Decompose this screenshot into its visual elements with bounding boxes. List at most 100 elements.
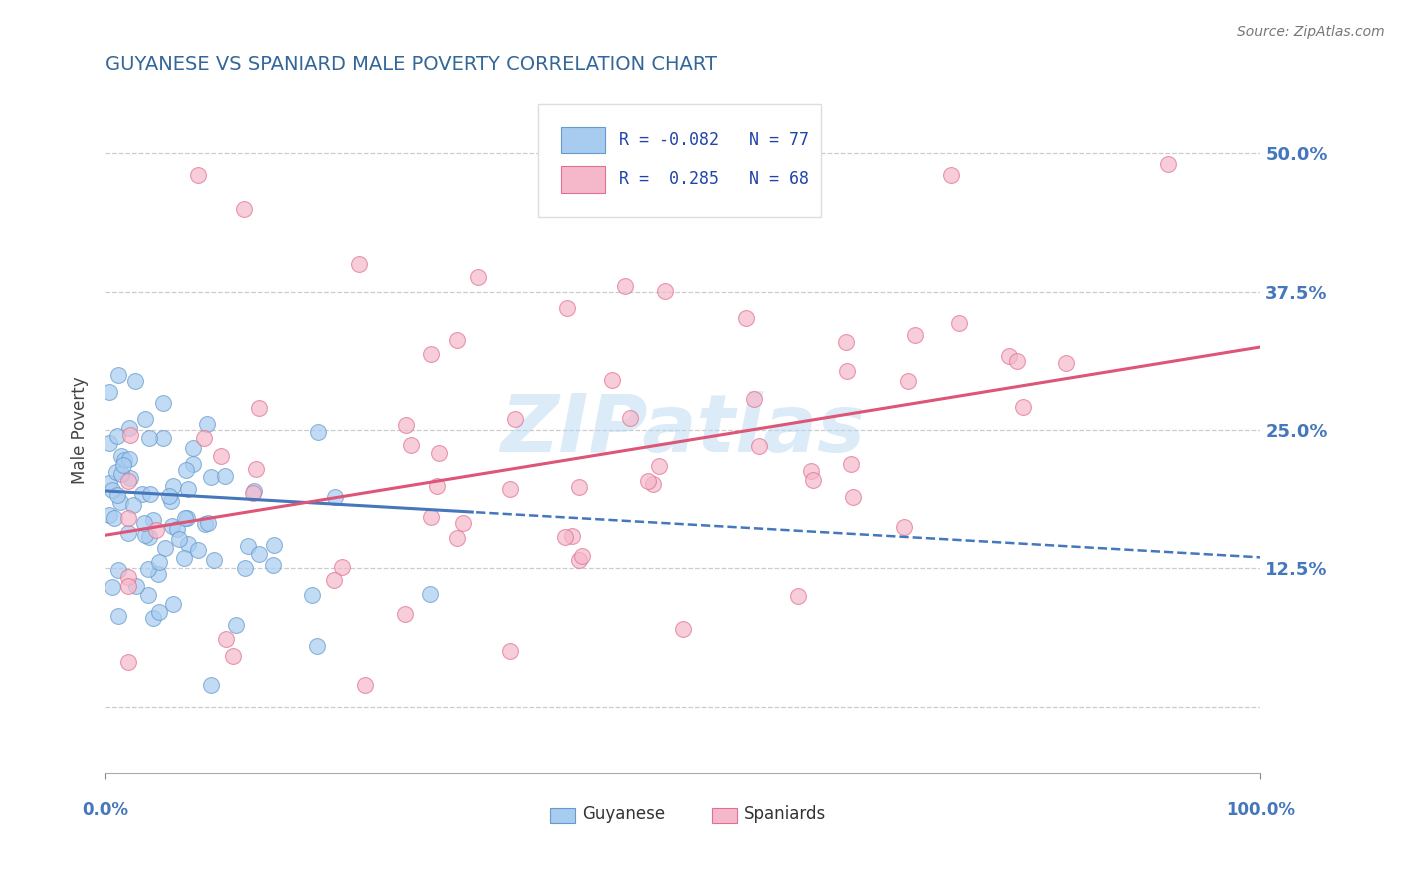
Point xyxy=(600,373,623,387)
Point xyxy=(353,678,375,692)
Point xyxy=(214,469,236,483)
Text: 100.0%: 100.0% xyxy=(1226,801,1295,819)
Point xyxy=(654,285,676,299)
Point xyxy=(148,605,170,619)
Point xyxy=(195,417,218,431)
Point xyxy=(200,470,222,484)
Bar xyxy=(561,128,606,153)
Text: Guyanese: Guyanese xyxy=(582,805,665,823)
Point xyxy=(643,477,665,491)
Point xyxy=(176,510,198,524)
Point xyxy=(148,555,170,569)
Point xyxy=(121,498,143,512)
Point xyxy=(426,479,449,493)
Point xyxy=(117,525,139,540)
Point xyxy=(117,656,139,670)
Point xyxy=(117,570,139,584)
Point xyxy=(419,587,441,601)
Point xyxy=(139,486,162,500)
Text: GUYANESE VS SPANIARD MALE POVERTY CORRELATION CHART: GUYANESE VS SPANIARD MALE POVERTY CORREL… xyxy=(105,55,717,74)
Point xyxy=(742,392,765,407)
Point xyxy=(225,618,247,632)
Point xyxy=(420,510,443,524)
Point xyxy=(100,580,122,594)
Point xyxy=(647,459,669,474)
Point xyxy=(948,316,970,330)
Point xyxy=(177,537,200,551)
Point xyxy=(419,347,441,361)
Point xyxy=(568,553,591,567)
Point xyxy=(125,579,148,593)
Point xyxy=(117,511,139,525)
Point xyxy=(162,518,184,533)
Point xyxy=(159,494,181,508)
Point xyxy=(323,573,346,587)
Point xyxy=(323,491,346,505)
Point xyxy=(800,464,823,478)
Point xyxy=(97,508,120,522)
Point xyxy=(245,462,267,476)
Point xyxy=(554,530,576,544)
Point xyxy=(107,563,129,577)
Point xyxy=(835,364,858,378)
Point xyxy=(142,611,165,625)
Point xyxy=(118,451,141,466)
Text: Source: ZipAtlas.com: Source: ZipAtlas.com xyxy=(1237,25,1385,39)
Point xyxy=(187,543,209,558)
Point xyxy=(555,301,578,316)
FancyBboxPatch shape xyxy=(538,104,821,218)
Point xyxy=(233,560,256,574)
Text: 0.0%: 0.0% xyxy=(82,801,128,819)
Point xyxy=(499,482,522,496)
Point xyxy=(131,487,153,501)
Point xyxy=(97,436,120,450)
Point xyxy=(162,597,184,611)
Text: R =  0.285   N = 68: R = 0.285 N = 68 xyxy=(619,170,810,188)
Point xyxy=(166,522,188,536)
Point xyxy=(177,482,200,496)
Point xyxy=(401,437,423,451)
Point xyxy=(134,516,156,530)
Point xyxy=(142,513,165,527)
Point xyxy=(1157,157,1180,171)
Point xyxy=(904,327,927,342)
Point xyxy=(330,559,353,574)
Point xyxy=(110,467,132,482)
Point xyxy=(134,412,156,426)
Point xyxy=(105,487,128,501)
Point xyxy=(136,588,159,602)
Point xyxy=(619,410,641,425)
Bar xyxy=(561,167,606,193)
Point xyxy=(467,269,489,284)
Point xyxy=(242,486,264,500)
Point xyxy=(97,476,120,491)
Point xyxy=(197,516,219,530)
Point xyxy=(173,550,195,565)
Point xyxy=(787,589,810,603)
Point xyxy=(1054,356,1077,370)
Point xyxy=(839,457,862,471)
Point xyxy=(503,412,526,426)
Point xyxy=(307,425,329,439)
Text: Spaniards: Spaniards xyxy=(744,805,827,823)
Point xyxy=(174,463,197,477)
Point xyxy=(117,475,139,489)
Point xyxy=(748,439,770,453)
Point xyxy=(138,431,160,445)
Point xyxy=(134,528,156,542)
Point xyxy=(498,644,520,658)
Point xyxy=(222,649,245,664)
Point xyxy=(193,432,215,446)
Point xyxy=(181,457,204,471)
Point xyxy=(162,478,184,492)
Point xyxy=(117,579,139,593)
Point xyxy=(446,333,468,347)
Point xyxy=(427,446,450,460)
Point xyxy=(136,562,159,576)
Point xyxy=(104,465,127,479)
Point xyxy=(571,549,593,564)
Point xyxy=(1005,354,1028,368)
Point xyxy=(941,168,963,182)
Point xyxy=(998,349,1021,363)
Point xyxy=(614,279,637,293)
